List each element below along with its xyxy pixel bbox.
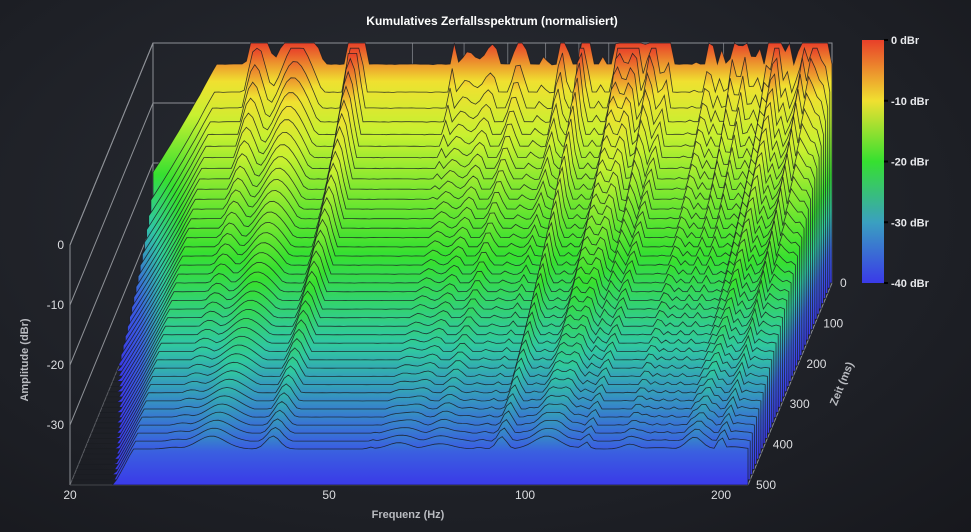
x-axis-label: Frequenz (Hz)	[372, 509, 445, 521]
y-tick-label: -30	[47, 418, 65, 432]
colorbar-label: -30 dBr	[891, 217, 930, 229]
side-gridline	[69, 222, 154, 426]
x-tick-label: 200	[711, 488, 731, 502]
colorbar-label: -20 dBr	[891, 157, 930, 169]
z-axis-label: Zeit (ms)	[828, 360, 856, 407]
z-tick-label: 200	[806, 357, 826, 371]
y-tick-label: -10	[47, 298, 65, 312]
x-tick-label: 50	[322, 488, 336, 502]
decay-slices	[70, 41, 833, 486]
z-tick-label: 500	[756, 478, 776, 492]
side-top-edge	[69, 42, 154, 246]
right-edge	[747, 282, 833, 486]
side-gridline	[69, 102, 154, 306]
z-tick-label: 400	[773, 438, 793, 452]
y-tick-label: 0	[57, 238, 64, 252]
y-axis-label: Amplitude (dBr)	[19, 318, 31, 401]
colorbar-label: 0 dBr	[891, 35, 920, 47]
z-tick-label: 0	[840, 276, 847, 290]
side-gridline	[69, 162, 154, 366]
x-tick-label: 100	[515, 488, 535, 502]
colorbar-labels: 0 dBr -10 dBr -20 dBr -30 dBr -40 dBr	[884, 35, 930, 290]
colorbar-label: -40 dBr	[891, 278, 930, 290]
colorbar-label: -10 dBr	[891, 96, 930, 108]
z-tick-label: 300	[790, 397, 810, 411]
decay-slice	[70, 435, 749, 486]
chart-title: Kumulatives Zerfallsspektrum (normalisie…	[366, 14, 617, 28]
y-tick-label: -20	[47, 358, 65, 372]
colorbar	[862, 40, 884, 283]
x-tick-label: 20	[63, 488, 77, 502]
z-tick-label: 100	[823, 316, 843, 330]
axes: 20 50 100 200 0 -10 -20 -30 0 100 200 300 400 500	[47, 238, 847, 502]
